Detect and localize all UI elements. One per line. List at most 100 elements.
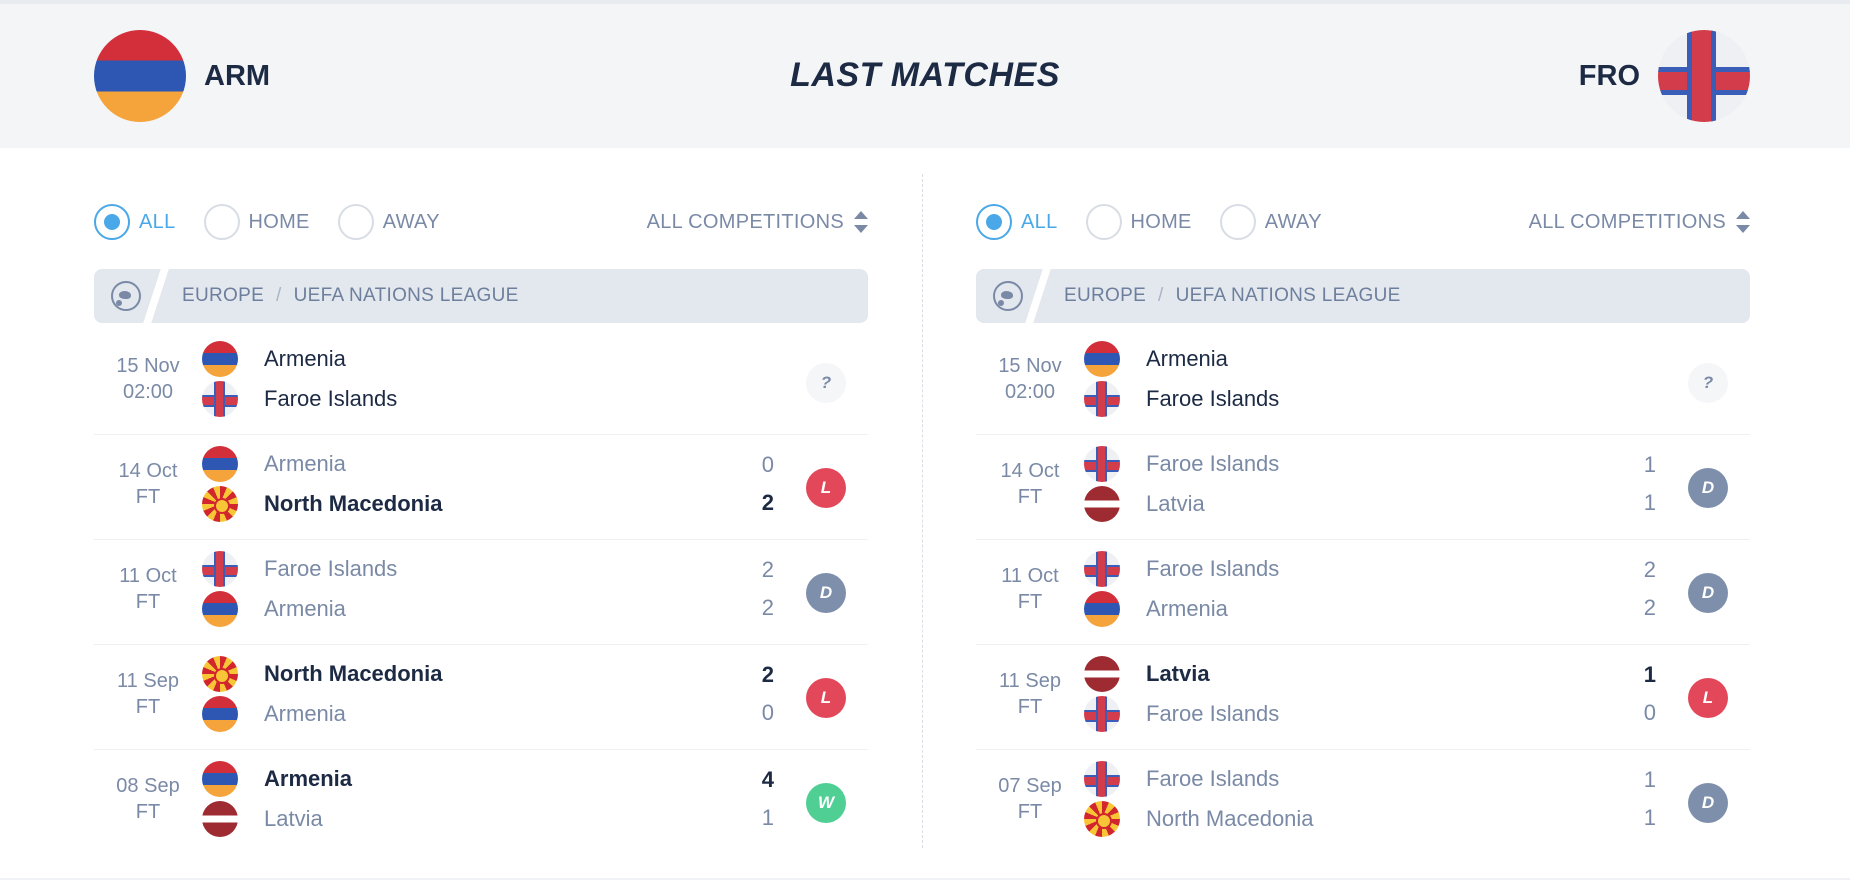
- league-name: UEFA NATIONS LEAGUE: [1175, 285, 1401, 306]
- competitions-label: ALL COMPETITIONS: [646, 210, 844, 233]
- away-score: 0: [761, 700, 774, 725]
- away-team-name: Faroe Islands: [264, 386, 398, 411]
- home-team: Armenia: [202, 761, 352, 797]
- top-border: [0, 0, 1850, 4]
- match-row[interactable]: 08 Sep FT Armenia Latvia 4 1 W: [94, 750, 868, 855]
- north-macedonia-flag-icon: [202, 656, 238, 692]
- match-row[interactable]: 11 Sep FT North Macedonia Armenia 2 0 L: [94, 645, 868, 750]
- home-team-name: Faroe Islands: [1146, 556, 1280, 581]
- filter-away-radio[interactable]: AWAY: [1219, 204, 1322, 240]
- filter-all-radio[interactable]: ALL: [94, 204, 176, 240]
- home-score: 2: [761, 557, 774, 582]
- match-date: 11 Sep FT: [94, 668, 202, 720]
- match-day: 15 Nov: [998, 355, 1062, 377]
- home-team-header[interactable]: ARM: [94, 30, 270, 122]
- away-team-header[interactable]: FRO: [1579, 30, 1750, 122]
- match-day: 15 Nov: [116, 355, 180, 377]
- page-header: ARM LAST MATCHES FRO: [0, 4, 1850, 148]
- match-day: 11 Oct: [1001, 565, 1059, 587]
- filter-home-radio[interactable]: HOME: [203, 204, 310, 240]
- match-row[interactable]: 14 Oct FT Armenia North Macedonia 0 2 L: [94, 435, 868, 540]
- away-score: 1: [761, 805, 774, 830]
- away-score: 2: [761, 490, 774, 515]
- home-team: Faroe Islands: [1084, 446, 1279, 482]
- match-list: 15 Nov 02:00 Armenia Faroe Islands ? 14 O…: [976, 330, 1750, 855]
- match-row[interactable]: 15 Nov 02:00 Armenia Faroe Islands ?: [94, 330, 868, 435]
- away-score: 2: [761, 595, 774, 620]
- league-bar[interactable]: EUROPE / UEFA NATIONS LEAGUE: [94, 269, 868, 323]
- radio-checked-icon: [94, 204, 130, 240]
- filter-home-label: HOME: [248, 210, 310, 233]
- europe-globe-icon: [993, 281, 1023, 311]
- home-team-name: Armenia: [264, 346, 346, 371]
- home-team: Armenia: [202, 341, 346, 377]
- armenia-flag-icon: [1084, 341, 1120, 377]
- filter-all-radio[interactable]: ALL: [976, 204, 1058, 240]
- match-row[interactable]: 07 Sep FT Faroe Islands North Macedonia 1…: [976, 750, 1750, 855]
- faroe-islands-flag-icon: [1084, 381, 1120, 417]
- competitions-dropdown[interactable]: ALL COMPETITIONS: [1529, 204, 1750, 240]
- latvia-flag-icon: [1084, 656, 1120, 692]
- home-score: 1: [1643, 452, 1656, 477]
- europe-globe-icon: [111, 281, 141, 311]
- filter-away-label: AWAY: [382, 210, 440, 233]
- sort-arrows-icon: [1736, 211, 1750, 233]
- filter-away-label: AWAY: [1264, 210, 1322, 233]
- faroe-islands-flag-icon: [1084, 446, 1120, 482]
- match-row[interactable]: 15 Nov 02:00 Armenia Faroe Islands ?: [976, 330, 1750, 435]
- home-team: Faroe Islands: [1084, 551, 1279, 587]
- radio-unchecked-icon: [1085, 204, 1122, 240]
- league-icon-container: [94, 269, 158, 323]
- match-list: 15 Nov 02:00 Armenia Faroe Islands ? 14 O…: [94, 330, 868, 855]
- armenia-flag-icon: [202, 341, 238, 377]
- panel-divider: [922, 174, 923, 848]
- result-badge: L: [806, 468, 846, 508]
- match-time: FT: [135, 591, 161, 613]
- away-team: Armenia: [202, 696, 346, 732]
- faroe-islands-flag-icon: [1084, 551, 1120, 587]
- competitions-dropdown[interactable]: ALL COMPETITIONS: [647, 204, 868, 240]
- match-date: 14 Oct FT: [94, 458, 202, 510]
- home-score: 2: [1643, 557, 1656, 582]
- home-team-name: Armenia: [264, 451, 346, 476]
- away-team: Faroe Islands: [202, 381, 397, 417]
- match-date: 11 Sep FT: [976, 668, 1084, 720]
- match-row[interactable]: 11 Sep FT Latvia Faroe Islands 1 0 L: [976, 645, 1750, 750]
- venue-filter: ALL HOME AWAY ALL COMPETITIONS: [976, 204, 1750, 240]
- league-region: EUROPE: [182, 285, 265, 306]
- filter-home-radio[interactable]: HOME: [1085, 204, 1192, 240]
- away-team: Latvia: [202, 801, 323, 837]
- home-team: Armenia: [202, 446, 346, 482]
- radio-unchecked-icon: [1219, 204, 1256, 240]
- filter-all-label: ALL: [1021, 210, 1058, 233]
- filter-away-radio[interactable]: AWAY: [337, 204, 440, 240]
- away-team-name: North Macedonia: [264, 491, 443, 516]
- home-team: North Macedonia: [202, 656, 442, 692]
- faroe-islands-flag-icon: [202, 381, 238, 417]
- filter-all-label: ALL: [139, 210, 176, 233]
- match-row[interactable]: 11 Oct FT Faroe Islands Armenia 2 2 D: [976, 540, 1750, 645]
- match-day: 07 Sep: [998, 775, 1062, 797]
- match-row[interactable]: 14 Oct FT Faroe Islands Latvia 1 1 D: [976, 435, 1750, 540]
- match-day: 11 Sep: [117, 670, 179, 692]
- result-badge: D: [1688, 573, 1728, 613]
- armenia-flag-icon: [202, 761, 238, 797]
- away-team: North Macedonia: [1084, 801, 1314, 837]
- latvia-flag-icon: [202, 801, 238, 837]
- away-score: 1: [1643, 805, 1656, 830]
- result-badge: W: [806, 783, 846, 823]
- away-team-name: Faroe Islands: [1146, 386, 1280, 411]
- breadcrumb-separator: /: [276, 285, 282, 306]
- match-time: 02:00: [1004, 381, 1056, 403]
- match-time: FT: [1017, 486, 1043, 508]
- away-team-name: North Macedonia: [1146, 806, 1314, 831]
- away-team-code: FRO: [1578, 59, 1640, 92]
- match-row[interactable]: 11 Oct FT Faroe Islands Armenia 2 2 D: [94, 540, 868, 645]
- league-bar[interactable]: EUROPE / UEFA NATIONS LEAGUE: [976, 269, 1750, 323]
- match-time: FT: [135, 801, 161, 823]
- home-team: Faroe Islands: [1084, 761, 1279, 797]
- match-time: FT: [1017, 801, 1043, 823]
- match-time: 02:00: [122, 381, 174, 403]
- away-score: 1: [1643, 490, 1656, 515]
- match-date: 07 Sep FT: [976, 773, 1084, 825]
